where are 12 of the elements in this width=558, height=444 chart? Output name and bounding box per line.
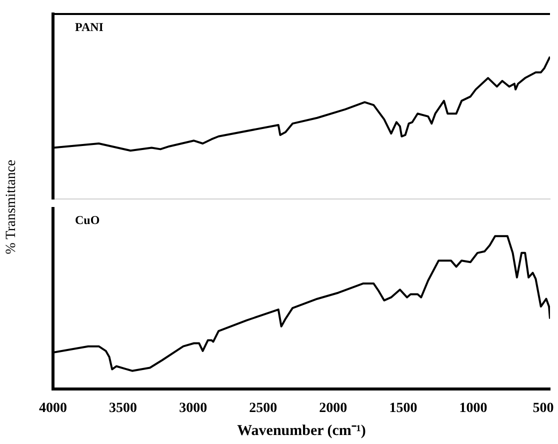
x-axis-title: Wavenumber (cm⁻¹) bbox=[237, 422, 366, 439]
x-tick-label: 4000 bbox=[39, 401, 67, 416]
y-axis-title: % Transmittance bbox=[4, 160, 20, 254]
x-tick-label: 3000 bbox=[179, 401, 208, 416]
x-tick-label: 1000 bbox=[459, 401, 488, 416]
x-tick-label: 2500 bbox=[249, 401, 278, 416]
x-tick-label: 2000 bbox=[319, 401, 348, 416]
x-tick-label: 3500 bbox=[109, 401, 138, 416]
x-tick-label: 1500 bbox=[389, 401, 418, 416]
x-tick-label: 500 bbox=[532, 401, 554, 416]
text: PANI bbox=[75, 20, 104, 34]
text: CuO bbox=[75, 213, 100, 228]
